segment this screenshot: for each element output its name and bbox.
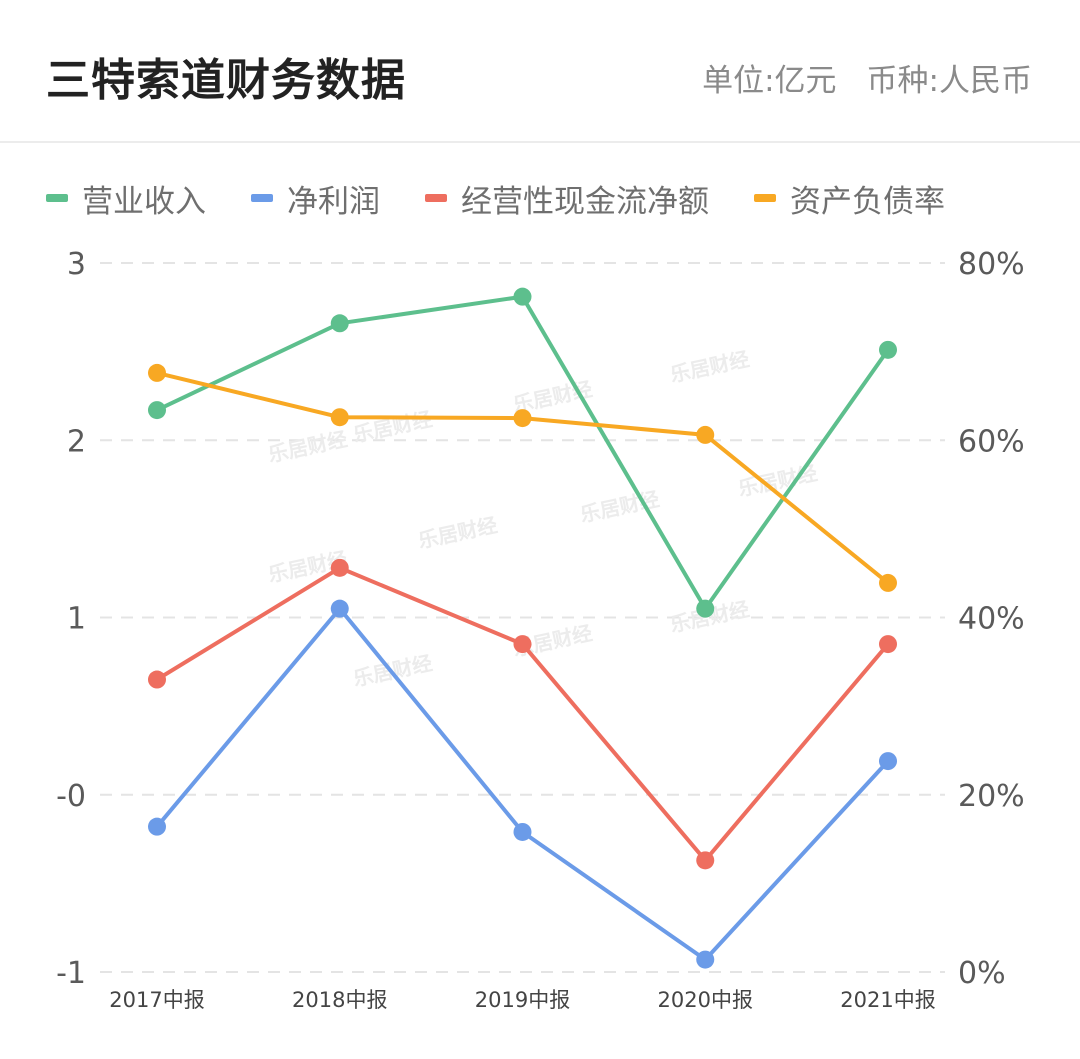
x-tick-label: 2021中报: [840, 988, 935, 1012]
legend-swatch: [46, 194, 68, 202]
data-point: [513, 635, 532, 654]
series-line: [155, 294, 890, 611]
legend-item[interactable]: 营业收入: [46, 176, 206, 221]
data-point: [696, 851, 715, 870]
data-point: [513, 287, 532, 306]
watermark: 乐居财经: [266, 427, 349, 467]
data-point: [879, 635, 897, 654]
legend-swatch: [251, 194, 273, 202]
data-point: [513, 822, 532, 841]
watermark: 乐居财经: [578, 487, 661, 527]
unit-label: 单位:亿元: [702, 63, 837, 99]
y-left-tick-label: -1: [56, 956, 86, 991]
legend-swatch: [754, 194, 776, 202]
y-right-tick-label: 40%: [958, 602, 1025, 637]
y-left-tick-label: 1: [67, 602, 86, 637]
data-point: [330, 314, 349, 333]
header: 三特索道财务数据 单位:亿元 币种:人民币: [0, 0, 1080, 143]
y-right-tick-label: 60%: [958, 424, 1025, 459]
data-point: [696, 599, 715, 618]
x-tick-label: 2019中报: [475, 988, 570, 1012]
y-left-tick-label: -0: [56, 779, 86, 814]
data-point: [330, 599, 349, 618]
data-point: [513, 409, 532, 428]
data-point: [696, 425, 715, 444]
data-point: [148, 401, 166, 420]
legend-label: 资产负债率: [790, 183, 945, 220]
unit-info: 单位:亿元 币种:人民币: [702, 55, 1032, 100]
legend-item[interactable]: 净利润: [251, 176, 380, 221]
legend-item[interactable]: 资产负债率: [754, 176, 945, 221]
x-tick-label: 2018中报: [292, 988, 387, 1012]
data-point: [696, 950, 715, 969]
y-right-tick-label: 80%: [958, 247, 1025, 282]
legend-label: 净利润: [287, 183, 380, 220]
legend-label: 经营性现金流净额: [461, 183, 709, 220]
chart-legend: 营业收入 净利润 经营性现金流净额 资产负债率: [46, 176, 990, 220]
currency-label: 币种:人民币: [866, 63, 1032, 99]
y-right-tick-label: 20%: [958, 779, 1025, 814]
watermark: 乐居财经: [416, 513, 499, 553]
data-point: [148, 363, 166, 382]
data-point: [879, 340, 897, 359]
data-point: [879, 752, 897, 771]
data-point: [330, 408, 349, 427]
x-tick-label: 2020中报: [658, 988, 753, 1012]
legend-label: 营业收入: [82, 183, 206, 220]
series-line: [155, 565, 890, 863]
y-left-tick-label: 2: [67, 424, 86, 459]
series-line: [155, 606, 890, 962]
data-point: [148, 817, 166, 836]
data-point: [148, 670, 166, 689]
watermark: 乐居财经: [668, 347, 751, 387]
y-right-tick-label: 0%: [958, 956, 1006, 991]
page-title: 三特索道财务数据: [46, 55, 406, 106]
data-point: [879, 573, 897, 592]
legend-swatch: [425, 194, 447, 202]
y-left-tick-label: 3: [67, 247, 86, 282]
x-tick-label: 2017中报: [109, 988, 204, 1012]
data-point: [330, 558, 349, 577]
legend-item[interactable]: 经营性现金流净额: [425, 176, 709, 221]
